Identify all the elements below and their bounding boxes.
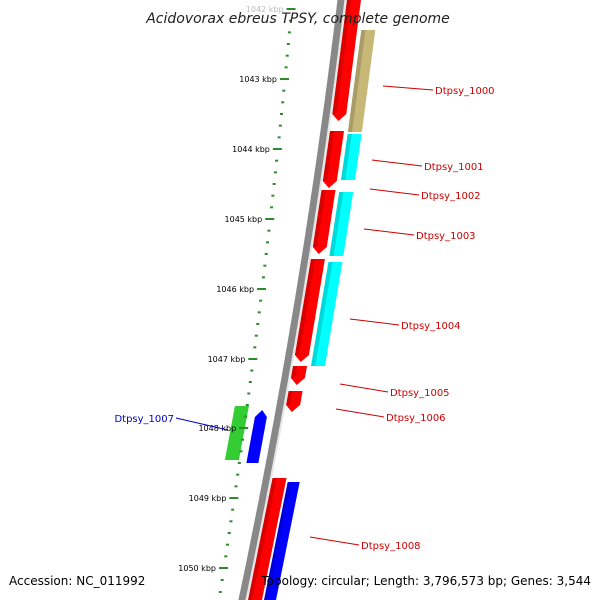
tick-label: 1044 kbp [232, 145, 270, 154]
gene-label: Dtpsy_1000 [435, 86, 495, 97]
backbone-ring-edge [245, 0, 347, 600]
gene-label-leader [371, 159, 423, 167]
cog-band [329, 192, 354, 256]
genome-summary-text: Topology: circular; Length: 3,796,573 bp… [261, 574, 591, 588]
tick-label: 1048 kbp [198, 424, 236, 433]
cds-forward-gene-shade [248, 478, 277, 600]
cog-band [311, 262, 343, 366]
tick-label: 1050 kbp [178, 564, 216, 573]
cds-reverse-gene-shade [264, 482, 292, 600]
gene-label: Dtpsy_1006 [386, 413, 446, 424]
tick-label: 1047 kbp [208, 355, 246, 364]
gene-label: Dtpsy_1002 [421, 191, 481, 202]
gene-label-leader [382, 85, 434, 91]
gene-label: Dtpsy_1005 [390, 388, 450, 399]
cds-forward-gene-shade [322, 131, 335, 181]
gene-label-leader [335, 408, 385, 418]
gene-label-leader [369, 188, 420, 196]
cog-band-shade [311, 262, 333, 366]
accession-text: Accession: NC_011992 [9, 574, 146, 588]
cog-band-shade [329, 192, 344, 256]
cds-forward-gene [248, 478, 287, 600]
gene-label: Dtpsy_1001 [424, 162, 484, 173]
cog-band-shade [341, 134, 352, 180]
cds-forward-gene [294, 259, 325, 362]
map-title: Acidovorax ebreus TPSY, complete genome [145, 11, 450, 27]
gene-label: Dtpsy_1008 [361, 541, 421, 552]
cds-forward-gene-shade [294, 259, 316, 355]
cds-forward-gene-shade [332, 0, 352, 114]
tick-label: 1049 kbp [189, 494, 227, 503]
cds-forward-gene [312, 190, 336, 254]
feature-layer [224, 0, 376, 600]
tick-label: 1043 kbp [239, 75, 277, 84]
cds-reverse-gene [264, 482, 300, 600]
cds-forward-gene [286, 391, 303, 412]
gene-label-leader [175, 417, 229, 431]
gene-label-leader [363, 228, 415, 236]
cds-forward-gene [290, 366, 307, 385]
cds-forward-gene [322, 131, 344, 188]
label-layer: Dtpsy_1000 Dtpsy_1001 Dtpsy_1002 Dtpsy_1003… [114, 85, 495, 552]
gene-label: Dtpsy_1004 [401, 321, 461, 332]
cds-forward-gene-shade [290, 366, 298, 378]
cds-reverse-gene [246, 410, 267, 463]
backbone-layer [238, 0, 347, 600]
gene-label-leader [309, 536, 360, 546]
gene-label-leader [349, 318, 400, 326]
cog-band [224, 406, 249, 460]
backbone-ring [238, 0, 345, 600]
cds-forward-gene-shade [286, 391, 293, 405]
tick-layer: 1042 kbp 1043 kbp 1044 kbp 1045 kbp 1046 kbp… [178, 5, 296, 593]
gene-label: Dtpsy_1007 [114, 414, 174, 425]
cds-forward-gene [332, 0, 361, 121]
tick-label: 1046 kbp [216, 285, 254, 294]
gene-label-leader [339, 383, 389, 393]
gene-label: Dtpsy_1003 [416, 231, 476, 242]
tick-label: 1042 kbp [246, 5, 284, 14]
cds-forward-gene-shade [312, 190, 326, 247]
cog-band-shade [347, 30, 366, 132]
cog-band [341, 134, 362, 180]
tick-label: 1045 kbp [225, 215, 263, 224]
cog-band [347, 30, 376, 132]
